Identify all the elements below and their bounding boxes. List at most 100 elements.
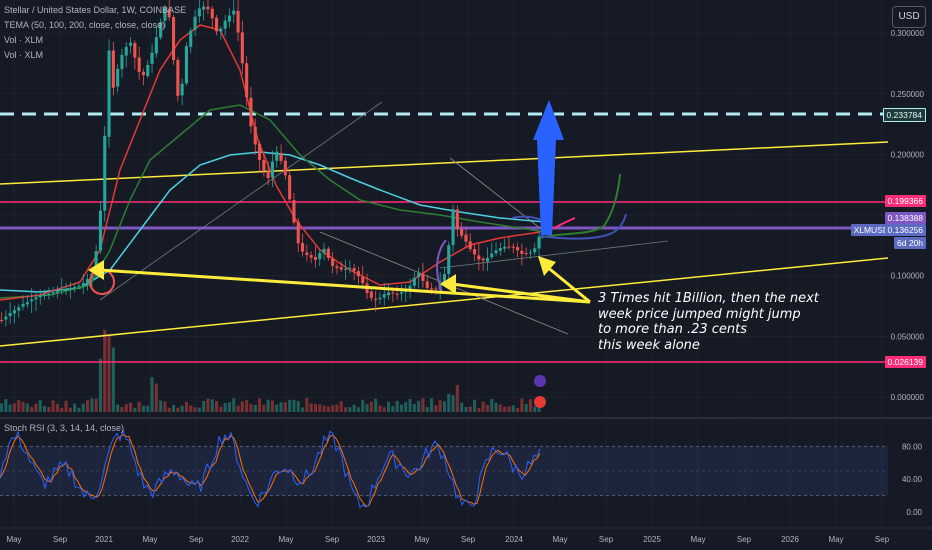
volume-bar [356, 407, 360, 412]
volume-bar [227, 402, 231, 412]
annotation-line: to more than .23 cents [598, 322, 748, 337]
candle-body [339, 267, 343, 270]
candle-body [253, 126, 257, 145]
candle-body [176, 59, 180, 96]
arrow-shaft [451, 282, 591, 304]
volume-bar [464, 407, 468, 412]
stoch-rsi-legend[interactable]: Stoch RSI (3, 3, 14, 14, close) [4, 423, 125, 433]
candle-body [21, 303, 25, 307]
volume-bar [412, 404, 416, 412]
volume-bar [344, 407, 348, 412]
candle-body [262, 160, 266, 171]
time-tick-label: Sep [53, 535, 68, 544]
volume-bar [335, 404, 339, 412]
volume-legend-1[interactable]: Vol · XLM [4, 35, 44, 45]
volume-bar [17, 400, 21, 412]
symbol-legend[interactable]: Stellar / United States Dollar, 1W, COIN… [4, 5, 187, 15]
volume-bar [374, 398, 378, 412]
volume-bar [202, 400, 206, 412]
volume-legend-2[interactable]: Vol · XLM [4, 50, 44, 60]
stoch-d-line [0, 433, 541, 508]
volume-bar [485, 404, 489, 412]
volume-bar [361, 399, 365, 412]
arrow-shaft [99, 268, 591, 304]
up-arrow [533, 100, 564, 235]
stoch-k-line [0, 428, 541, 509]
volume-bar [133, 407, 137, 412]
volume-bar [438, 400, 442, 412]
candle-body [369, 291, 373, 298]
candle-body [219, 28, 223, 32]
volume-bar [477, 407, 481, 412]
candle-body [387, 292, 391, 296]
volume-bar [391, 406, 395, 412]
volume-bar [253, 404, 257, 412]
candle-body [116, 68, 120, 87]
volume-bar [90, 398, 94, 412]
volume-bar [326, 406, 330, 412]
event-icon [534, 396, 546, 408]
volume-bar [68, 407, 72, 412]
candle-body [434, 288, 438, 290]
volume-bar [249, 404, 253, 412]
volume-bar [352, 404, 356, 412]
axes: 0.3000000.2500000.2000000.1500000.100000… [0, 29, 932, 544]
candle-body [313, 257, 317, 260]
volume-bar [533, 406, 537, 412]
volume-bar [451, 395, 455, 412]
volume-bar [395, 400, 399, 412]
candle-body [374, 298, 378, 300]
volume-bar [378, 405, 382, 412]
volume-bar [210, 399, 214, 412]
volume-bar [313, 404, 317, 412]
candle-body [12, 310, 16, 314]
countdown-badge: 6d 20h [894, 237, 926, 249]
candle-body [210, 8, 214, 19]
candle-body [94, 251, 98, 274]
price-tick-label: 0.250000 [891, 90, 925, 99]
volume-bar [404, 402, 408, 412]
volume-bar [167, 407, 171, 412]
candle-body [81, 283, 85, 286]
thin-trendline [449, 157, 546, 233]
candle-body [442, 274, 446, 285]
trendlines [0, 101, 889, 347]
volume-bar [55, 404, 59, 412]
volume-bar [408, 398, 412, 412]
candle-body [180, 83, 184, 96]
volume-bar [288, 399, 292, 412]
candle-body [107, 50, 111, 137]
thin-trendline [439, 240, 669, 269]
price-tick-label: 0.050000 [891, 332, 925, 341]
candle-body [150, 52, 154, 64]
candle-body [86, 279, 90, 284]
candle-body [494, 250, 498, 254]
candle-body [249, 97, 253, 127]
volume-bar [266, 399, 270, 412]
candle-body [520, 250, 524, 254]
volume-bar [447, 393, 451, 412]
purple-bracket [436, 239, 447, 293]
candle-body [68, 287, 72, 290]
candle-body [60, 289, 64, 291]
volume-bar [180, 405, 184, 412]
volume-bar [21, 401, 25, 412]
time-tick-label: May [690, 535, 705, 544]
candle-body [25, 302, 29, 305]
candle-body [309, 255, 313, 258]
currency-button[interactable]: USD [892, 6, 926, 28]
volume-bar [473, 399, 477, 412]
volume-bar [150, 377, 154, 412]
volume-bar [141, 405, 145, 412]
candle-body [129, 42, 133, 46]
volume-bar [232, 398, 236, 412]
candle-body [189, 30, 193, 47]
time-tick-label: May [6, 535, 21, 544]
candle-body [154, 37, 158, 54]
time-tick-label: 2022 [231, 535, 249, 544]
time-tick-label: 2026 [781, 535, 799, 544]
tema-legend[interactable]: TEMA (50, 100, 200, close, close, close) [4, 20, 166, 30]
volume-bar [77, 407, 81, 412]
projection-curve [539, 213, 627, 240]
